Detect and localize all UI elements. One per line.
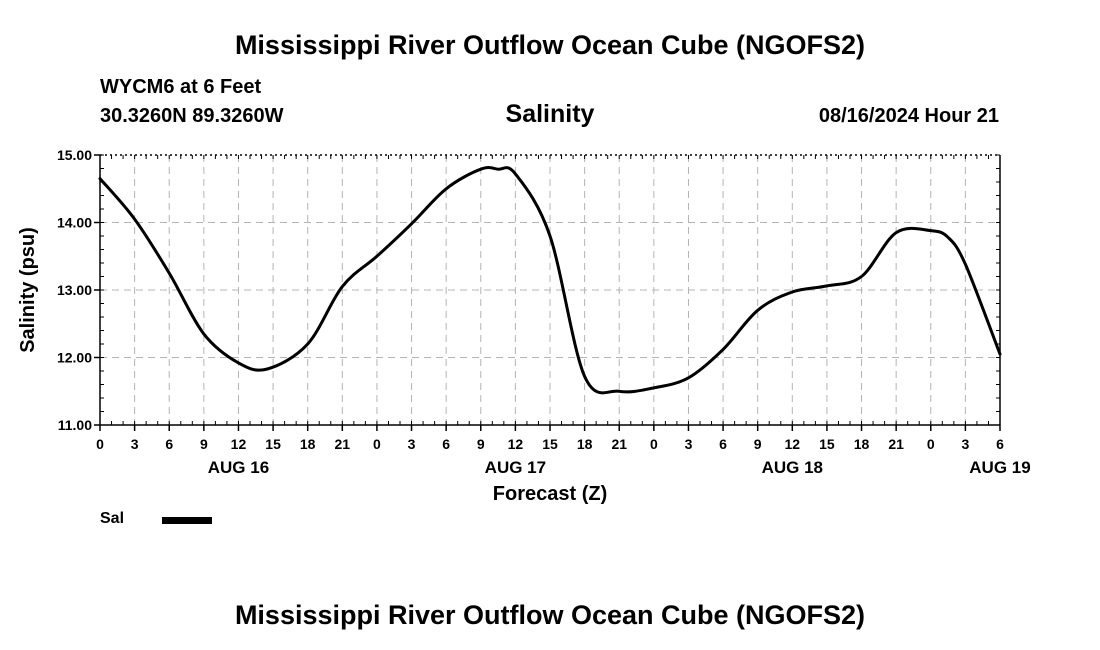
- legend-label: Sal: [100, 510, 125, 527]
- x-tick-label: 15: [819, 436, 835, 452]
- x-axis-label: Forecast (Z): [493, 483, 607, 505]
- x-tick-label: 0: [650, 436, 658, 452]
- x-tick-label: 18: [577, 436, 593, 452]
- x-tick-label: 6: [442, 436, 450, 452]
- station-coordinates: 30.3260N 89.3260W: [100, 105, 284, 127]
- x-tick-label: 9: [200, 436, 208, 452]
- y-tick-label: 13.00: [57, 282, 92, 298]
- x-tick-label: 0: [96, 436, 104, 452]
- x-tick-label: 6: [719, 436, 727, 452]
- x-tick-label: 18: [300, 436, 316, 452]
- x-tick-label: 12: [508, 436, 524, 452]
- x-tick-label: 3: [685, 436, 693, 452]
- y-axis-label: Salinity (psu): [17, 227, 39, 353]
- day-label: AUG 18: [762, 458, 823, 477]
- footer-title: Mississippi River Outflow Ocean Cube (NG…: [234, 600, 866, 630]
- day-label: AUG 16: [208, 458, 269, 477]
- station-label: WYCM6 at 6 Feet: [100, 76, 262, 98]
- x-tick-label: 12: [231, 436, 247, 452]
- legend-swatch: [162, 517, 212, 524]
- y-tick-label: 12.00: [57, 350, 92, 366]
- x-tick-label: 9: [477, 436, 485, 452]
- x-tick-label: 18: [854, 436, 870, 452]
- x-tick-label: 6: [996, 436, 1004, 452]
- y-tick-label: 11.00: [58, 417, 92, 433]
- x-tick-label: 9: [754, 436, 762, 452]
- x-tick-label: 12: [785, 436, 801, 452]
- x-tick-label: 21: [335, 436, 351, 452]
- x-tick-label: 6: [165, 436, 173, 452]
- series-line-sal: [98, 166, 1002, 395]
- x-tick-label: 0: [373, 436, 381, 452]
- y-tick-label: 15.00: [57, 147, 92, 163]
- y-tick-label: 14.00: [57, 215, 92, 231]
- x-tick-label: 21: [888, 436, 904, 452]
- x-tick-label: 3: [408, 436, 416, 452]
- day-label: AUG 19: [969, 458, 1030, 477]
- x-tick-label: 15: [265, 436, 281, 452]
- day-label: AUG 17: [485, 458, 546, 477]
- x-tick-label: 0: [927, 436, 935, 452]
- main-title: Mississippi River Outflow Ocean Cube (NG…: [234, 30, 866, 60]
- chart-title: Salinity: [505, 100, 595, 128]
- x-tick-label: 21: [611, 436, 627, 452]
- x-tick-label: 3: [961, 436, 969, 452]
- x-tick-label: 15: [542, 436, 558, 452]
- forecast-datetime: 08/16/2024 Hour 21: [818, 105, 999, 127]
- x-tick-label: 3: [131, 436, 139, 452]
